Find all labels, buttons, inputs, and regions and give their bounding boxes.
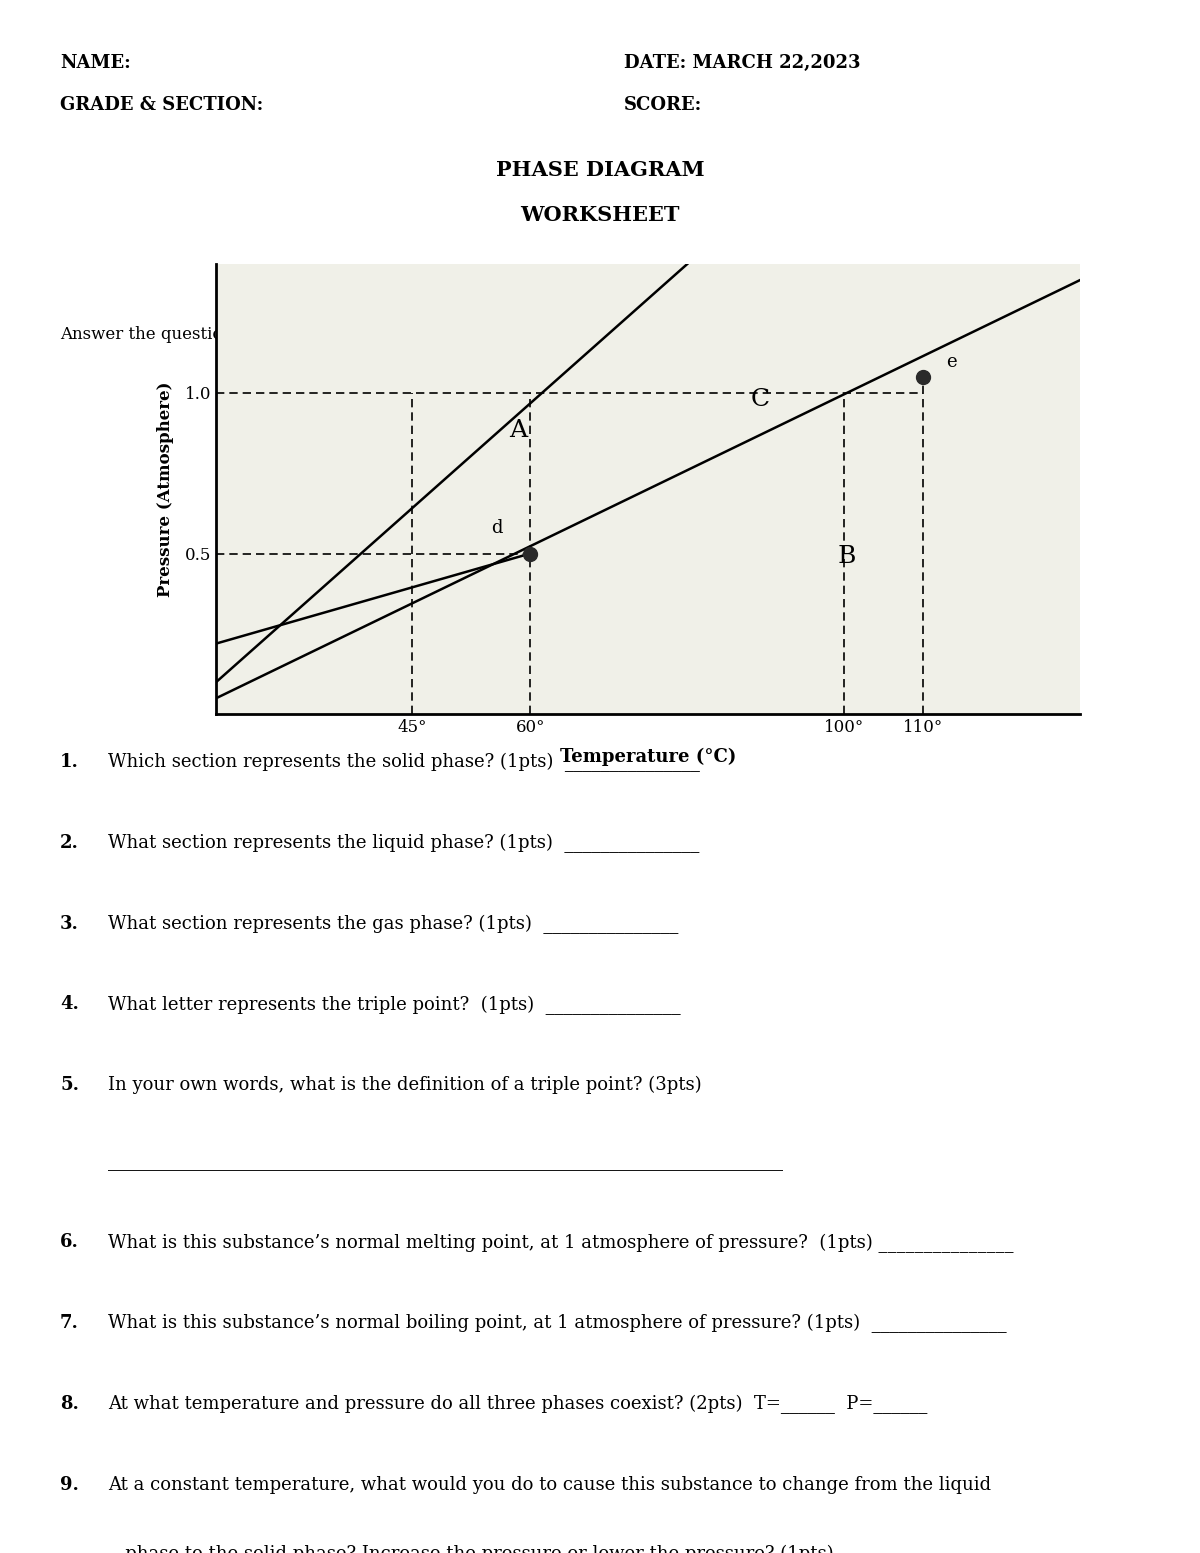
Text: Which section represents the solid phase? (1pts)  _______________: Which section represents the solid phase… (108, 753, 700, 772)
Text: 8.: 8. (60, 1395, 79, 1413)
Text: 2.: 2. (60, 834, 79, 853)
Text: At a constant temperature, what would you do to cause this substance to change f: At a constant temperature, what would yo… (108, 1475, 991, 1494)
Text: What section represents the liquid phase? (1pts)  _______________: What section represents the liquid phase… (108, 834, 700, 853)
Text: DATE: MARCH 22,2023: DATE: MARCH 22,2023 (624, 54, 860, 73)
Text: What letter represents the triple point?  (1pts)  _______________: What letter represents the triple point?… (108, 995, 680, 1014)
Text: 4.: 4. (60, 995, 79, 1014)
Text: SCORE:: SCORE: (624, 96, 702, 115)
Text: phase to the solid phase? Increase the pressure or lower the pressure? (1pts)  _: phase to the solid phase? Increase the p… (108, 1544, 980, 1553)
Text: What is this substance’s normal melting point, at 1 atmosphere of pressure?  (1p: What is this substance’s normal melting … (108, 1233, 1014, 1253)
Text: 1.: 1. (60, 753, 79, 772)
Text: e: e (947, 353, 958, 371)
Text: What is this substance’s normal boiling point, at 1 atmosphere of pressure? (1pt: What is this substance’s normal boiling … (108, 1314, 1007, 1334)
Text: NAME:: NAME: (60, 54, 131, 73)
Text: B: B (838, 545, 856, 568)
X-axis label: Temperature (°C): Temperature (°C) (560, 747, 736, 766)
Text: In your own words, what is the definition of a triple point? (3pts): In your own words, what is the definitio… (108, 1076, 702, 1095)
Text: A: A (509, 419, 528, 443)
Text: 9.: 9. (60, 1475, 79, 1494)
Text: 6.: 6. (60, 1233, 79, 1252)
Text: 3.: 3. (60, 915, 79, 933)
Text: 7.: 7. (60, 1314, 79, 1332)
Text: GRADE & SECTION:: GRADE & SECTION: (60, 96, 263, 115)
Text: What section represents the gas phase? (1pts)  _______________: What section represents the gas phase? (… (108, 915, 678, 933)
Text: d: d (491, 519, 503, 537)
Text: C: C (751, 388, 770, 410)
Text: At what temperature and pressure do all three phases coexist? (2pts)  T=______  : At what temperature and pressure do all … (108, 1395, 928, 1415)
Text: 5.: 5. (60, 1076, 79, 1095)
Text: QUIZ No. 5: QUIZ No. 5 (539, 264, 661, 283)
Text: Answer the questions below in relation to the following phase diagram. (15 PTS): Answer the questions below in relation t… (60, 326, 739, 343)
Y-axis label: Pressure (Atmosphere): Pressure (Atmosphere) (156, 382, 174, 596)
Text: PHASE DIAGRAM: PHASE DIAGRAM (496, 160, 704, 180)
Text: ___________________________________________________________________________: ________________________________________… (108, 1152, 784, 1171)
Text: WORKSHEET: WORKSHEET (521, 205, 679, 225)
